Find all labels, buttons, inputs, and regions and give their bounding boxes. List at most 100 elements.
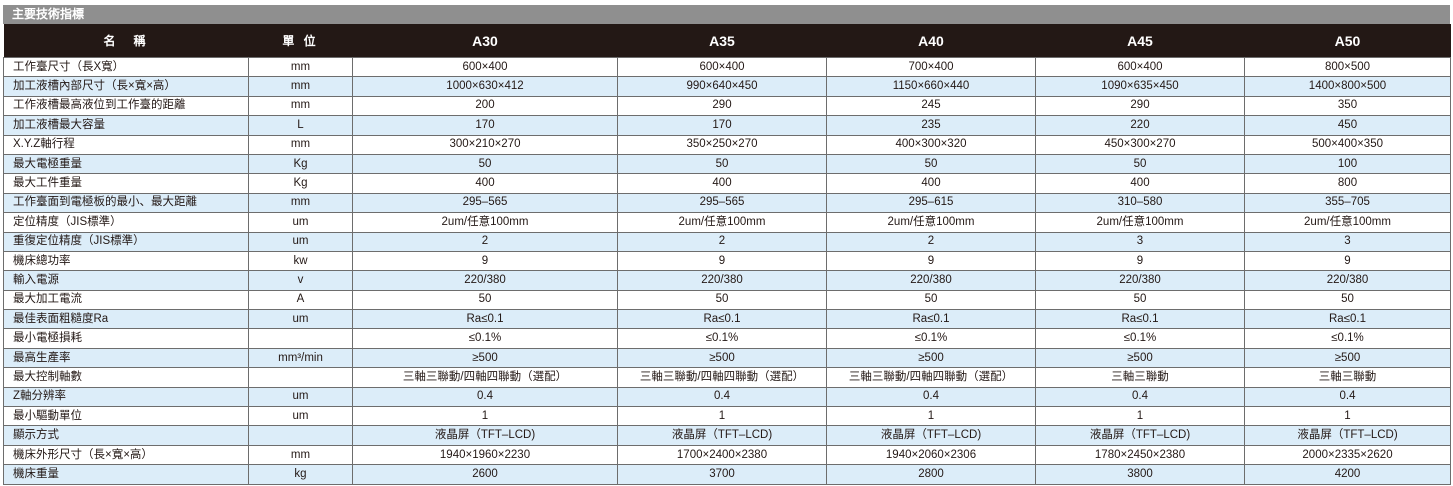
spec-value-cell: 0.4 [617, 386, 827, 408]
spec-name-cell: 最高生產率 [3, 347, 249, 369]
spec-value-cell: 4200 [1244, 464, 1451, 485]
spec-value-cell: ≥500 [1244, 347, 1451, 369]
spec-unit-cell: um [248, 231, 353, 252]
spec-value-cell: ≥500 [1035, 347, 1245, 369]
spec-value-cell: ≤0.1% [617, 328, 827, 349]
spec-unit-cell: mm [248, 134, 353, 155]
table-row: 最大加工電流 A 50 50 50 50 50 [3, 289, 1451, 311]
spec-value-cell: 990×640×450 [617, 76, 827, 97]
spec-value-cell: 220/380 [826, 270, 1036, 291]
spec-unit-cell: um [248, 309, 353, 330]
table-row: 定位精度（JIS標準） um 2um/任意100mm 2um/任意100mm 2um/任… [3, 212, 1451, 233]
spec-value-cell: 0.4 [1035, 386, 1245, 408]
spec-value-cell: 2 [617, 231, 827, 252]
table-row: 機床總功率 kw 9 9 9 9 9 [3, 250, 1451, 272]
spec-value-cell: 400 [826, 173, 1036, 194]
header-model-a40: A40 [826, 24, 1036, 58]
spec-value-cell: 2um/任意100mm [1035, 212, 1245, 233]
spec-value-cell: 50 [826, 289, 1036, 311]
spec-value-cell: 450×300×270 [1035, 134, 1245, 155]
spec-value-cell: 200 [352, 95, 618, 117]
spec-value-cell: 400×300×320 [826, 134, 1036, 155]
spec-value-cell: ≥500 [352, 347, 618, 369]
spec-name-cell: X.Y.Z軸行程 [3, 134, 249, 155]
spec-name-cell: 工作臺面到電極板的最小、最大距離 [3, 192, 249, 214]
spec-value-cell: 液晶屏（TFT–LCD) [352, 425, 618, 446]
spec-value-cell: 三軸三聯動 [1035, 367, 1245, 388]
spec-unit-cell: mm³/min [248, 347, 353, 369]
spec-value-cell: 295–565 [617, 192, 827, 214]
spec-value-cell: 2 [352, 231, 618, 252]
spec-value-cell: ≤0.1% [352, 328, 618, 349]
header-model-a50: A50 [1244, 24, 1451, 58]
table-row: 最大控制軸數 三軸三聯動/四軸四聯動（選配） 三軸三聯動/四軸四聯動（選配） 三軸三聯… [3, 367, 1451, 388]
spec-unit-cell: kg [248, 464, 353, 485]
spec-value-cell: 2um/任意100mm [352, 212, 618, 233]
spec-value-cell: 0.4 [826, 386, 1036, 408]
spec-unit-cell: mm [248, 444, 353, 466]
table-row: 重復定位精度（JIS標準） um 2 2 2 3 3 [3, 231, 1451, 252]
spec-value-cell: 2um/任意100mm [1244, 212, 1451, 233]
spec-name-cell: 重復定位精度（JIS標準） [3, 231, 249, 252]
spec-value-cell: 液晶屏（TFT–LCD) [617, 425, 827, 446]
table-row: 機床外形尺寸（長×寬×高） mm 1940×1960×2230 1700×2400×2… [3, 444, 1451, 466]
spec-value-cell: 355–705 [1244, 192, 1451, 214]
header-model-a35: A35 [617, 24, 827, 58]
table-row: 加工液槽最大容量 L 170 170 235 220 450 [3, 115, 1451, 136]
spec-unit-cell: v [248, 270, 353, 291]
spec-value-cell: 50 [1035, 289, 1245, 311]
spec-name-cell: 最佳表面粗糙度Ra [3, 309, 249, 330]
spec-value-cell: 液晶屏（TFT–LCD) [826, 425, 1036, 446]
spec-value-cell: 1940×2060×2306 [826, 444, 1036, 466]
spec-value-cell: 100 [1244, 153, 1451, 175]
spec-value-cell: 290 [617, 95, 827, 117]
spec-value-cell: 50 [617, 289, 827, 311]
spec-value-cell: 1700×2400×2380 [617, 444, 827, 466]
spec-value-cell: 350×250×270 [617, 134, 827, 155]
spec-value-cell: 3 [1244, 231, 1451, 252]
spec-value-cell: 1 [1035, 406, 1245, 427]
spec-value-cell: ≤0.1% [1035, 328, 1245, 349]
spec-unit-cell [248, 328, 353, 349]
spec-value-cell: 300×210×270 [352, 134, 618, 155]
spec-value-cell: 3700 [617, 464, 827, 485]
spec-value-cell: 310–580 [1035, 192, 1245, 214]
table-row: 顯示方式 液晶屏（TFT–LCD) 液晶屏（TFT–LCD) 液晶屏（TFT–LCD)… [3, 425, 1451, 446]
table-row: 最佳表面粗糙度Ra um Ra≤0.1 Ra≤0.1 Ra≤0.1 Ra≤0.1 Ra≤0.… [3, 309, 1451, 330]
spec-value-cell: 800×500 [1244, 56, 1451, 78]
spec-value-cell: 400 [352, 173, 618, 194]
spec-value-cell: 三軸三聯動/四軸四聯動（選配） [617, 367, 827, 388]
spec-name-cell: 最小驅動單位 [3, 406, 249, 427]
spec-value-cell: ≥500 [617, 347, 827, 369]
spec-name-cell: 機床重量 [3, 464, 249, 485]
spec-name-cell: 最大電極重量 [3, 153, 249, 175]
spec-name-cell: 工作臺尺寸（長X寬） [3, 56, 249, 78]
spec-value-cell: 9 [617, 250, 827, 272]
spec-value-cell: 220 [1035, 115, 1245, 136]
spec-value-cell: 600×400 [617, 56, 827, 78]
header-name: 名 稱 [3, 24, 249, 58]
spec-name-cell: 定位精度（JIS標準） [3, 212, 249, 233]
spec-value-cell: 2 [826, 231, 1036, 252]
spec-value-cell: 245 [826, 95, 1036, 117]
spec-unit-cell: um [248, 212, 353, 233]
spec-name-cell: 輸入電源 [3, 270, 249, 291]
spec-value-cell: 1000×630×412 [352, 76, 618, 97]
spec-value-cell: 220/380 [352, 270, 618, 291]
spec-value-cell: 450 [1244, 115, 1451, 136]
spec-value-cell: 3 [1035, 231, 1245, 252]
spec-value-cell: 1 [617, 406, 827, 427]
spec-value-cell: 液晶屏（TFT–LCD) [1244, 425, 1451, 446]
spec-unit-cell: kw [248, 250, 353, 272]
spec-value-cell: 液晶屏（TFT–LCD) [1035, 425, 1245, 446]
table-row: 輸入電源 v 220/380 220/380 220/380 220/380 220/380 [3, 270, 1451, 291]
spec-value-cell: 50 [1244, 289, 1451, 311]
table-row: 最大工件重量 Kg 400 400 400 400 800 [3, 173, 1451, 194]
table-row: 最小驅動單位 um 1 1 1 1 1 [3, 406, 1451, 427]
header-model-a30: A30 [352, 24, 618, 58]
spec-value-cell: 50 [352, 153, 618, 175]
spec-value-cell: 2um/任意100mm [826, 212, 1036, 233]
spec-name-cell: 機床外形尺寸（長×寬×高） [3, 444, 249, 466]
spec-value-cell: 50 [826, 153, 1036, 175]
table-row: 機床重量 kg 2600 3700 2800 3800 4200 [3, 464, 1451, 485]
